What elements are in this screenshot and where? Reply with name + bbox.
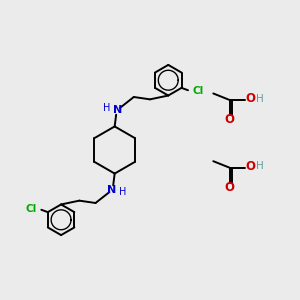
- Text: Cl: Cl: [193, 86, 204, 96]
- Text: H: H: [103, 103, 110, 113]
- Text: Cl: Cl: [26, 204, 37, 214]
- Text: O: O: [245, 160, 255, 173]
- Text: N: N: [107, 185, 116, 195]
- Text: N: N: [113, 105, 122, 115]
- Text: O: O: [225, 181, 235, 194]
- Text: O: O: [245, 92, 255, 105]
- Text: O: O: [225, 113, 235, 127]
- Text: H: H: [256, 94, 264, 104]
- Text: H: H: [256, 161, 264, 172]
- Text: H: H: [119, 187, 127, 197]
